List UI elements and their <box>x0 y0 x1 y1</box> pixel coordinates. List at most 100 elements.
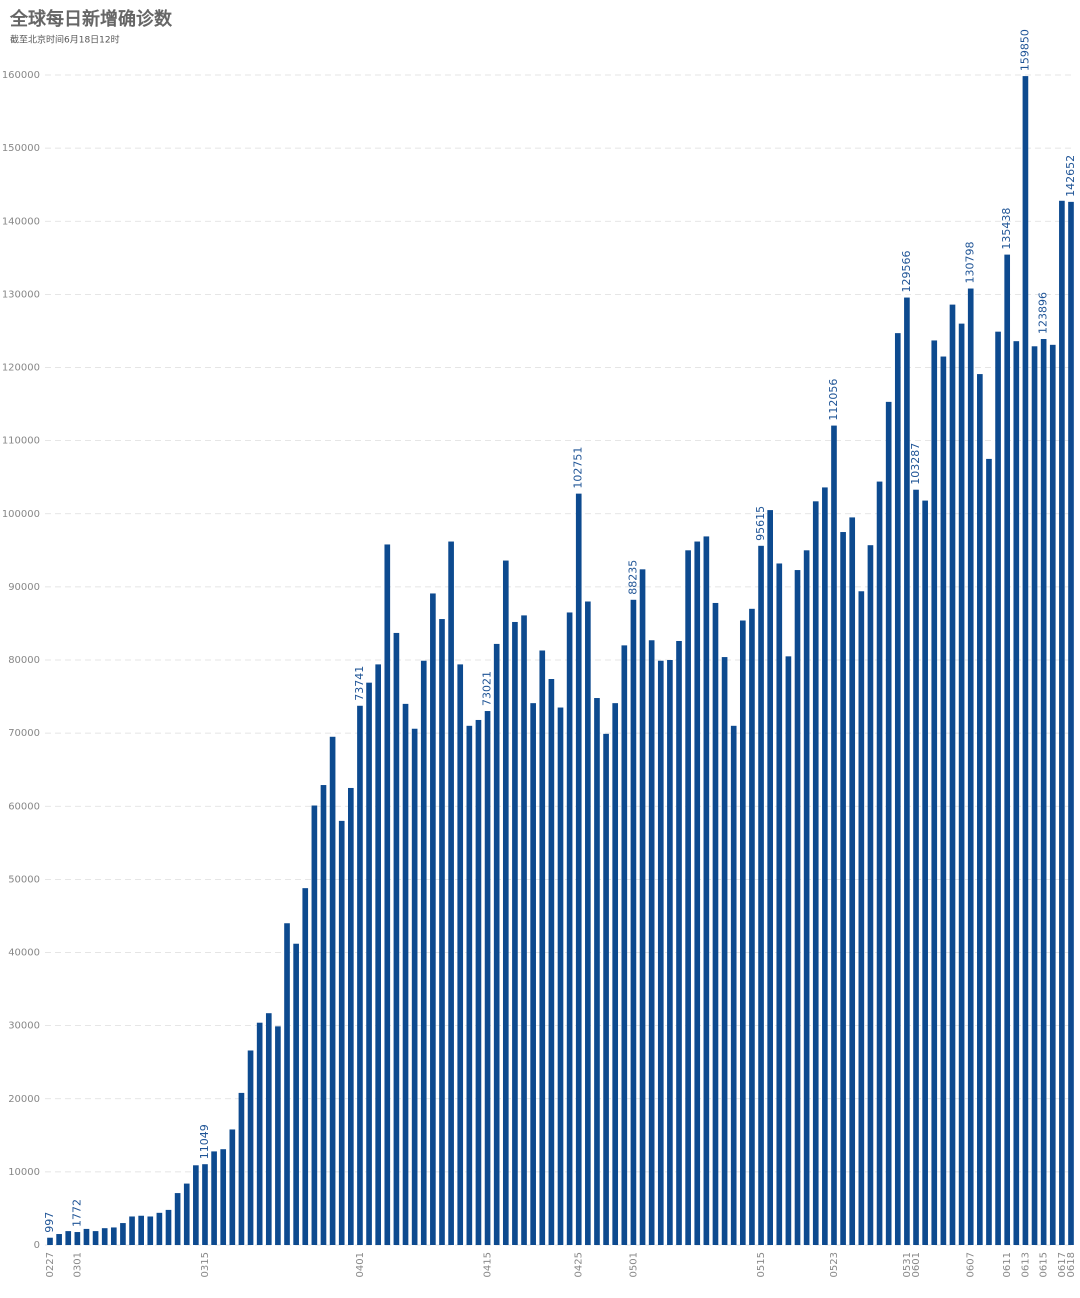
bar <box>758 545 764 1245</box>
bar <box>794 570 801 1245</box>
bar <box>867 545 874 1245</box>
x-tick-label: 0617 <box>1057 1252 1068 1277</box>
bar <box>439 619 445 1245</box>
x-tick-label: 0401 <box>355 1252 366 1277</box>
bar <box>566 612 573 1245</box>
bar <box>229 1129 236 1245</box>
bar <box>1068 201 1074 1245</box>
x-tick-label: 0601 <box>911 1252 922 1277</box>
bar <box>65 1231 72 1245</box>
bar <box>767 510 773 1245</box>
bar <box>721 657 728 1245</box>
bar <box>539 650 546 1245</box>
bar <box>430 593 436 1245</box>
bar <box>129 1216 135 1245</box>
bar <box>585 601 591 1245</box>
bar <box>1049 344 1056 1245</box>
bar <box>594 698 600 1245</box>
bar <box>211 1151 217 1245</box>
bar <box>156 1212 163 1245</box>
bar <box>603 733 609 1245</box>
bar <box>174 1193 181 1245</box>
bar <box>949 304 956 1245</box>
bar <box>1031 346 1038 1245</box>
bar <box>703 536 710 1245</box>
data-label: 123896 <box>1037 292 1050 334</box>
x-tick-label: 0613 <box>1020 1252 1031 1277</box>
data-label: 142652 <box>1064 155 1077 197</box>
bar <box>302 888 309 1245</box>
bar <box>557 707 564 1245</box>
bar <box>676 640 682 1245</box>
bar <box>357 705 363 1245</box>
y-tick-label: 10000 <box>8 1167 40 1178</box>
bar <box>894 333 901 1246</box>
data-label: 95615 <box>754 506 767 541</box>
bar <box>885 401 892 1245</box>
bar <box>967 288 974 1245</box>
bar <box>256 1022 263 1245</box>
bar <box>329 736 336 1245</box>
bar <box>83 1228 90 1245</box>
y-tick-label: 0 <box>34 1240 40 1251</box>
bar <box>193 1165 199 1245</box>
bar <box>922 500 928 1245</box>
x-tick-label: 0227 <box>45 1252 56 1277</box>
bar <box>375 664 382 1245</box>
bar <box>348 787 354 1245</box>
y-tick-label: 100000 <box>2 509 40 520</box>
bar <box>366 682 372 1245</box>
bar <box>74 1232 81 1245</box>
bar <box>849 517 856 1245</box>
y-tick-label: 30000 <box>8 1021 40 1032</box>
data-label: 130798 <box>964 242 977 284</box>
bar <box>776 563 783 1245</box>
data-label: 88235 <box>626 560 639 595</box>
bar <box>448 541 454 1245</box>
data-label: 103287 <box>909 443 922 485</box>
bar <box>220 1149 227 1245</box>
bar <box>977 374 983 1245</box>
bar <box>393 632 400 1245</box>
data-label: 73021 <box>481 671 494 706</box>
bar <box>712 602 719 1245</box>
x-tick-label: 0301 <box>72 1252 83 1277</box>
bar <box>512 621 518 1245</box>
bar <box>183 1183 190 1245</box>
bar <box>493 643 500 1245</box>
x-tick-label: 0515 <box>756 1252 767 1277</box>
bar <box>92 1231 99 1245</box>
x-tick-label: 0425 <box>574 1252 585 1277</box>
bar <box>630 599 637 1245</box>
bar <box>165 1209 172 1245</box>
x-tick-label: 0618 <box>1066 1252 1077 1277</box>
y-tick-label: 60000 <box>8 801 40 812</box>
bar <box>931 340 938 1246</box>
bar <box>639 569 646 1245</box>
bar <box>265 1013 272 1245</box>
y-tick-label: 150000 <box>2 143 40 154</box>
bar <box>311 805 318 1245</box>
x-tick-label: 0611 <box>1002 1252 1013 1277</box>
bar <box>904 297 910 1246</box>
bar <box>612 703 619 1245</box>
bar <box>1059 200 1065 1245</box>
bar <box>749 608 755 1245</box>
y-tick-label: 70000 <box>8 728 40 739</box>
bar <box>812 501 819 1246</box>
y-tick-label: 160000 <box>2 70 40 81</box>
bar <box>147 1216 154 1245</box>
y-tick-label: 40000 <box>8 948 40 959</box>
y-tick-label: 120000 <box>2 363 40 374</box>
y-tick-label: 110000 <box>2 436 40 447</box>
bar <box>521 615 527 1245</box>
bar <box>466 725 473 1245</box>
bar <box>411 728 418 1245</box>
bar <box>320 785 327 1245</box>
bar <box>621 645 628 1245</box>
bar <box>420 660 427 1245</box>
bar <box>831 425 837 1245</box>
bar <box>293 943 299 1245</box>
bar <box>986 458 992 1245</box>
